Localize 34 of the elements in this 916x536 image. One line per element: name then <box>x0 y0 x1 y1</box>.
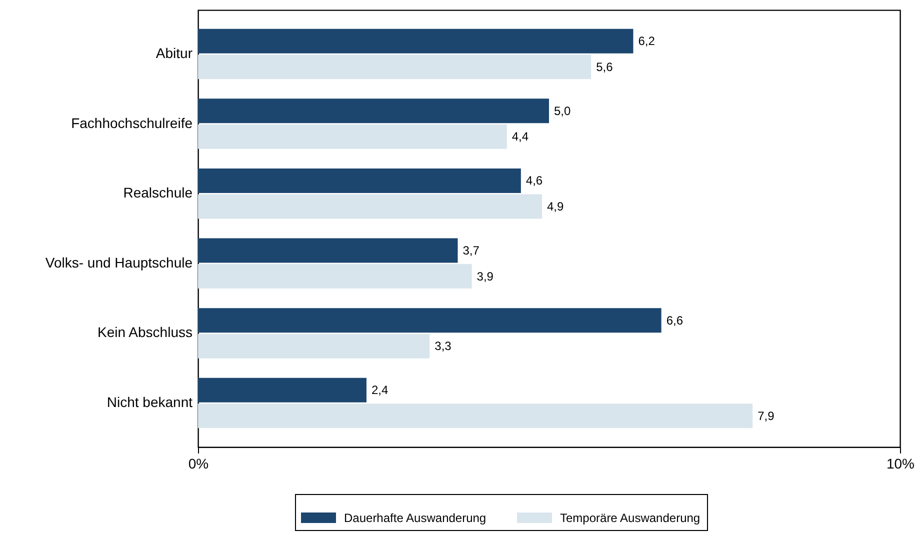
bar <box>198 98 549 124</box>
data-label: 4,4 <box>512 130 529 144</box>
bar <box>198 168 521 193</box>
data-label: 3,7 <box>462 244 480 258</box>
legend-label: Dauerhafte Auswanderung <box>344 510 486 525</box>
bar <box>198 264 472 289</box>
y-tick-label: Kein Abschluss <box>98 324 192 340</box>
data-label: 4,9 <box>546 199 564 214</box>
bar <box>198 194 542 219</box>
data-label: 2,4 <box>371 383 388 398</box>
data-label: 3,9 <box>476 269 494 284</box>
data-label: 6,6 <box>666 313 684 328</box>
bar <box>198 404 753 428</box>
data-label: 7,9 <box>758 408 775 423</box>
bar <box>198 378 366 402</box>
bar <box>198 238 458 263</box>
bar <box>198 124 507 149</box>
y-tick-label: Abitur <box>156 44 193 61</box>
legend-label: Temporäre Auswanderung <box>560 510 700 525</box>
data-label: 5,0 <box>554 104 572 118</box>
y-tick-label: Nicht bekannt <box>106 394 193 410</box>
data-label: 4,6 <box>526 174 543 188</box>
bar <box>198 28 634 54</box>
data-label: 3,3 <box>434 339 452 354</box>
x-tick-label: 0% <box>188 456 209 472</box>
data-label: 6,2 <box>638 34 656 48</box>
data-label: 5,6 <box>596 60 614 74</box>
y-tick-label: Volks- und Hauptschule <box>45 254 193 270</box>
y-tick-label: Fachhochschulreife <box>71 114 193 131</box>
x-tick-label: 10% <box>886 456 915 472</box>
bar <box>198 54 592 80</box>
bar <box>198 334 430 358</box>
y-tick-label: Realschule <box>123 184 193 201</box>
bar <box>198 308 662 333</box>
